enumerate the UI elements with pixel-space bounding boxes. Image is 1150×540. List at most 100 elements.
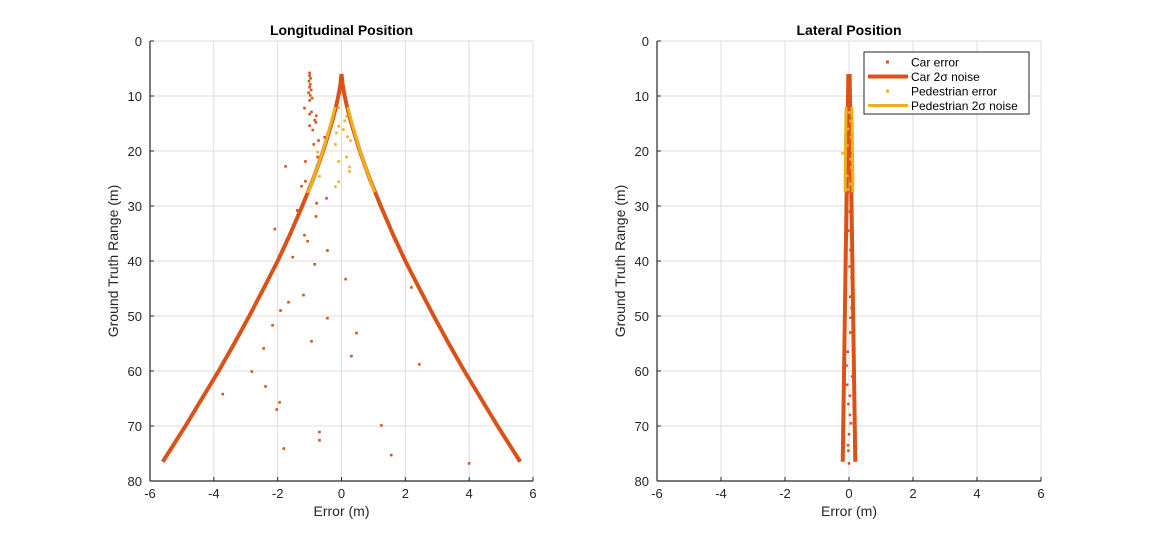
car-error-point xyxy=(303,233,306,237)
car-error-point xyxy=(350,354,353,358)
car-error-point xyxy=(848,86,851,90)
y-tick-label: 70 xyxy=(635,419,649,434)
y-tick-label: 60 xyxy=(635,364,649,379)
car-error-point xyxy=(848,171,851,175)
pedestrian-error-point xyxy=(345,155,348,159)
car-error-point xyxy=(847,75,851,79)
pedestrian-error-point xyxy=(848,182,852,186)
x-tick-label: 4 xyxy=(973,486,980,501)
car-error-point xyxy=(846,133,850,136)
car-error-point xyxy=(282,447,286,450)
car-error-point xyxy=(323,135,326,139)
pedestrian-error-point xyxy=(337,180,340,184)
pedestrian-error-point xyxy=(337,124,340,128)
car-error-point xyxy=(306,239,309,243)
pedestrian-error-point xyxy=(848,157,852,161)
car-error-point xyxy=(314,121,318,124)
car-error-point xyxy=(287,300,290,304)
car-error-point xyxy=(264,385,267,388)
pedestrian-error-point xyxy=(849,119,852,123)
car-error-point xyxy=(848,265,851,268)
pedestrian-noise-left-line xyxy=(843,106,848,193)
pedestrian-error-point xyxy=(349,139,352,142)
pedestrian-error-point xyxy=(846,144,849,147)
car-error-point xyxy=(344,277,347,281)
car-error-point xyxy=(847,449,850,453)
car-error-point xyxy=(326,249,329,252)
legend-pedestrian-error-marker xyxy=(886,89,889,93)
car-error-point xyxy=(284,165,287,168)
car-error-point xyxy=(845,364,848,367)
y-tick-label: 50 xyxy=(635,309,649,324)
car-error-point xyxy=(310,96,314,100)
car-error-point xyxy=(848,116,852,120)
car-error-point xyxy=(307,91,310,94)
y-axis-label: Ground Truth Range (m) xyxy=(105,185,121,338)
x-tick-label: 2 xyxy=(909,486,916,501)
car-error-point xyxy=(850,306,853,310)
pedestrian-error-point xyxy=(316,150,319,154)
car-error-point xyxy=(308,94,312,97)
car-error-point xyxy=(850,375,854,378)
y-tick-label: 0 xyxy=(642,34,649,49)
pedestrian-error-point xyxy=(346,135,349,138)
car-error-point xyxy=(848,413,852,417)
pedestrian-error-point xyxy=(337,106,340,109)
car-error-point xyxy=(308,112,311,116)
pedestrian-error-point xyxy=(348,170,351,173)
car-error-point xyxy=(308,85,311,89)
car-error-point xyxy=(275,408,279,411)
y-tick-label: 0 xyxy=(135,34,142,49)
x-tick-label: 6 xyxy=(1037,486,1044,501)
pedestrian-noise-left-line xyxy=(306,106,337,193)
x-tick-label: 0 xyxy=(338,486,345,501)
x-tick-label: -2 xyxy=(779,486,791,501)
pedestrian-error-point xyxy=(846,188,850,191)
car-error-point xyxy=(300,184,303,188)
car-error-point xyxy=(849,421,853,425)
x-axis-label: Error (m) xyxy=(821,503,877,519)
y-tick-label: 40 xyxy=(635,254,649,269)
car-noise-left-line xyxy=(840,73,851,462)
car-error-point xyxy=(262,347,265,350)
car-error-point xyxy=(307,79,311,83)
x-tick-label: -4 xyxy=(208,486,220,501)
car-noise-left-line xyxy=(161,73,344,463)
car-error-point xyxy=(848,331,852,334)
car-error-point xyxy=(271,324,274,327)
car-error-point xyxy=(847,229,850,233)
car-error-point xyxy=(846,350,850,354)
car-error-point xyxy=(849,316,852,319)
car-noise-right-line xyxy=(847,73,858,462)
pedestrian-error-point xyxy=(306,190,309,193)
pedestrian-error-point xyxy=(845,174,849,178)
car-error-point xyxy=(849,248,852,252)
y-tick-label: 80 xyxy=(635,474,649,489)
car-error-point xyxy=(308,83,312,86)
car-error-point xyxy=(310,110,313,114)
car-error-point xyxy=(302,293,305,297)
car-error-point xyxy=(848,295,852,299)
x-tick-label: -6 xyxy=(651,486,663,501)
x-tick-label: -2 xyxy=(272,486,284,501)
chart-title: Lateral Position xyxy=(796,22,901,38)
car-error-point xyxy=(308,99,311,102)
y-tick-label: 70 xyxy=(128,419,142,434)
car-error-point xyxy=(355,331,358,335)
chart-title: Longitudinal Position xyxy=(270,22,413,38)
pedestrian-error-point xyxy=(849,166,853,169)
legend-car-noise-label: Car 2σ noise xyxy=(911,70,980,84)
x-tick-label: -4 xyxy=(715,486,727,501)
car-error-point xyxy=(291,255,294,259)
y-tick-label: 20 xyxy=(128,144,142,159)
x-axis-label: Error (m) xyxy=(314,503,370,519)
car-error-point xyxy=(313,263,316,266)
y-tick-label: 60 xyxy=(128,364,142,379)
pedestrian-error-point xyxy=(335,131,338,135)
y-tick-label: 50 xyxy=(128,309,142,324)
car-error-point xyxy=(309,88,313,92)
y-tick-label: 10 xyxy=(128,89,142,104)
car-error-point xyxy=(311,128,315,132)
legend-pedestrian-noise-label: Pedestrian 2σ noise xyxy=(911,99,1018,113)
